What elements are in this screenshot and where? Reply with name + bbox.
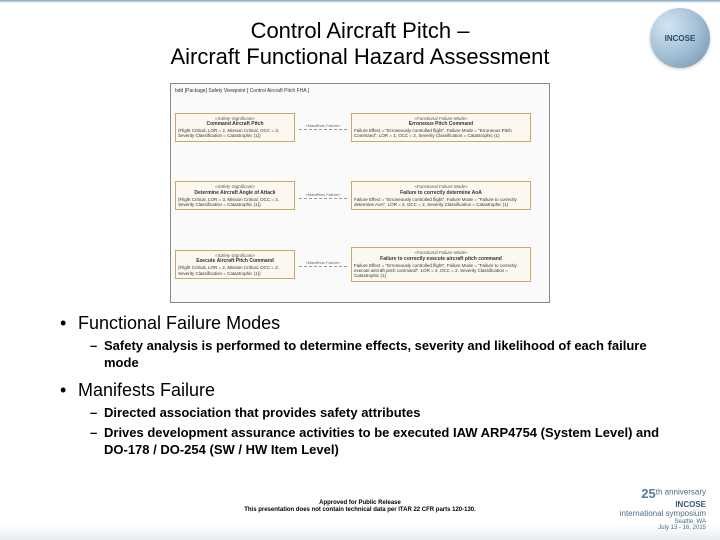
top-accent-line — [0, 0, 720, 3]
bullet-directed-association: Directed association that provides safet… — [90, 405, 680, 422]
arrow-label: «Manifests Failure» — [306, 260, 341, 265]
diagram-arrow: «Manifests Failure» — [299, 123, 347, 131]
box-body: Failure Effect = "Erroneously controlled… — [354, 197, 528, 208]
box-body: Failure Effect = "Erroneously controlled… — [354, 128, 528, 139]
arrow-label: «Manifests Failure» — [306, 123, 341, 128]
dashed-connector — [299, 129, 347, 130]
bullet-functional-failure-modes: Functional Failure Modes — [60, 313, 680, 334]
box-name: Failure to correctly execute aircraft pi… — [354, 256, 528, 262]
box-name: Erroneous Pitch Command — [354, 121, 528, 127]
anniversary-text: 25th anniversary — [620, 487, 706, 501]
bottom-gradient — [0, 524, 720, 540]
dashed-connector — [299, 198, 347, 199]
bullet-list: Functional Failure Modes Safety analysis… — [40, 313, 680, 459]
event-name: international symposium — [620, 510, 706, 519]
diagram-left-box: «Safety-Significant» Command Aircraft Pi… — [175, 113, 295, 142]
box-body: (Flight Critical, LOR = 3, Mission Criti… — [178, 197, 292, 208]
diagram-arrow: «Manifests Failure» — [299, 192, 347, 200]
fha-diagram: bdd [Package] Safety Viewpoint [ Control… — [170, 83, 550, 303]
diagram-left-box: «Safety-Significant» Determine Aircraft … — [175, 181, 295, 210]
bullet-safety-analysis: Safety analysis is performed to determin… — [90, 338, 680, 372]
diagram-grid: «Safety-Significant» Command Aircraft Pi… — [175, 96, 545, 296]
approval-line2: This presentation does not contain techn… — [244, 507, 476, 514]
slide-title: Control Aircraft Pitch – Aircraft Functi… — [40, 18, 680, 71]
dashed-connector — [299, 266, 347, 267]
anniversary-number: 25 — [641, 486, 655, 501]
box-name: Failure to correctly determine AoA — [354, 190, 528, 196]
diagram-right-box: «Functional Failure Mode» Failure to cor… — [351, 181, 531, 210]
diagram-right-box: «Functional Failure Mode» Failure to cor… — [351, 247, 531, 282]
box-body: (Flight Critical, LOR = 2, Mission Criti… — [178, 128, 292, 139]
approval-line1: Approved for Public Release — [244, 500, 476, 507]
box-name: Determine Aircraft Angle of Attack — [178, 190, 292, 196]
diagram-header: bdd [Package] Safety Viewpoint [ Control… — [175, 88, 545, 94]
approval-footer: Approved for Public Release This present… — [244, 500, 476, 514]
title-line-2: Aircraft Functional Hazard Assessment — [170, 44, 549, 69]
box-body: Failure Effect = "Erroneously controlled… — [354, 263, 528, 279]
box-body: (Flight Critical, LOR = 2, Mission Criti… — [178, 265, 292, 276]
incose-logo-top: INCOSE — [650, 8, 710, 68]
diagram-arrow: «Manifests Failure» — [299, 260, 347, 268]
bullet-drives-development: Drives development assurance activities … — [90, 425, 680, 459]
box-name: Command Aircraft Pitch — [178, 121, 292, 127]
box-name: Execute Aircraft Pitch Command — [178, 258, 292, 264]
anniversary-suffix: th anniversary — [656, 487, 706, 496]
diagram-right-box: «Functional Failure Mode» Erroneous Pitc… — [351, 113, 531, 142]
bullet-manifests-failure: Manifests Failure — [60, 380, 680, 401]
title-line-1: Control Aircraft Pitch – — [251, 18, 470, 43]
arrow-label: «Manifests Failure» — [306, 192, 341, 197]
diagram-left-box: «Safety-Significant» Execute Aircraft Pi… — [175, 250, 295, 279]
